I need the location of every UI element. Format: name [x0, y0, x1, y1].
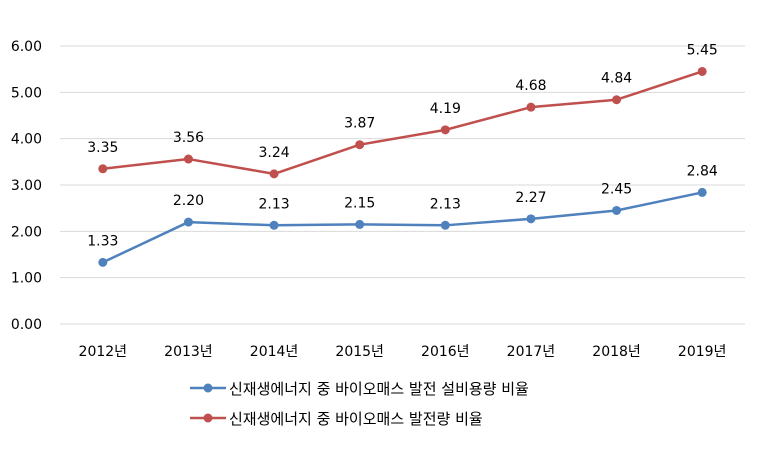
series-line	[102, 191, 703, 264]
y-tick-label: 5.00	[11, 85, 42, 101]
series-2: 3.35 3.56 3.24 3.87 4.19 4.68 4.84 5.45	[87, 42, 718, 179]
data-point	[355, 140, 365, 150]
y-tick-label: 2.00	[11, 224, 42, 240]
data-label: 2.45	[601, 181, 632, 197]
y-tick-label: 4.00	[11, 132, 42, 148]
gridlines	[60, 45, 745, 325]
x-tick-label: 2014년	[250, 344, 299, 360]
data-label: 2.20	[173, 193, 204, 209]
x-tick-label: 2015년	[335, 344, 384, 360]
data-label: 2.27	[515, 190, 546, 206]
data-label: 3.56	[173, 130, 204, 146]
data-point	[183, 217, 193, 227]
y-tick-label: 3.00	[11, 178, 42, 194]
data-label: 4.84	[601, 71, 632, 87]
data-point	[269, 220, 279, 230]
data-point	[269, 169, 279, 179]
legend-label: 신재생에너지 중 바이오매스 발전 설비용량 비율	[229, 380, 529, 398]
data-label: 2.15	[344, 195, 375, 211]
data-label: 3.35	[87, 140, 118, 156]
data-point	[697, 66, 707, 76]
data-point	[440, 125, 450, 135]
data-point	[440, 220, 450, 230]
x-tick-label: 2018년	[592, 344, 641, 360]
y-axis: 0.00 1.00 2.00 3.00 4.00 5.00 6.00	[11, 39, 42, 333]
data-label: 5.45	[687, 42, 718, 58]
data-point	[355, 219, 365, 229]
legend-marker	[203, 383, 213, 393]
data-point	[183, 154, 193, 164]
series-group: 1.33 2.20 2.13 2.15 2.13 2.27 2.45 2.84 3.35 3.56…	[87, 42, 718, 267]
data-point	[612, 95, 622, 105]
x-tick-label: 2013년	[164, 344, 213, 360]
y-tick-label: 1.00	[11, 271, 42, 287]
y-tick-label: 0.00	[11, 317, 42, 333]
data-point	[697, 187, 707, 197]
data-label: 3.87	[344, 116, 375, 132]
data-label: 4.19	[430, 101, 461, 117]
data-label: 2.13	[258, 196, 289, 212]
data-label: 3.24	[258, 145, 289, 161]
legend-item-2: 신재생에너지 중 바이오매스 발전량 비율	[190, 410, 483, 428]
legend-item-1: 신재생에너지 중 바이오매스 발전 설비용량 비율	[190, 380, 529, 398]
series-1: 1.33 2.20 2.13 2.15 2.13 2.27 2.45 2.84	[87, 163, 718, 267]
data-label: 2.13	[430, 196, 461, 212]
data-point	[526, 102, 536, 112]
x-axis: 2012년 2013년 2014년 2015년 2016년 2017년 2018년 2019년	[79, 344, 727, 360]
data-label: 1.33	[87, 233, 118, 249]
data-point	[526, 214, 536, 224]
data-label: 4.68	[515, 78, 546, 94]
legend-marker	[203, 413, 213, 423]
x-tick-label: 2017년	[507, 344, 556, 360]
data-label: 2.84	[687, 163, 718, 179]
legend-label: 신재생에너지 중 바이오매스 발전량 비율	[229, 410, 483, 428]
series-line	[102, 70, 703, 176]
data-point	[98, 257, 108, 267]
data-point	[98, 164, 108, 174]
x-tick-label: 2016년	[421, 344, 470, 360]
x-tick-label: 2019년	[678, 344, 727, 360]
data-point	[612, 205, 622, 215]
y-tick-label: 6.00	[11, 39, 42, 55]
x-tick-label: 2012년	[79, 344, 128, 360]
